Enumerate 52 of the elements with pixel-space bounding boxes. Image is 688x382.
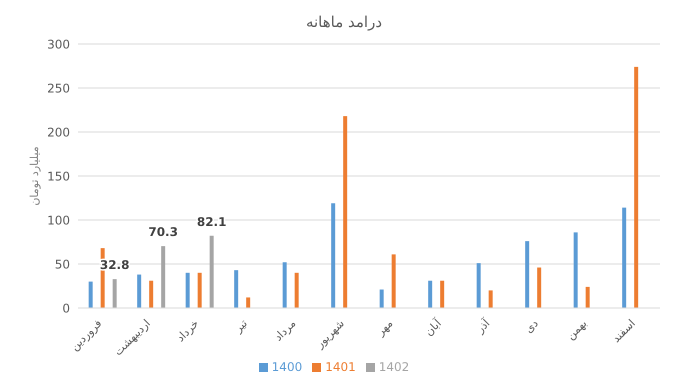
y-tick-label: 250 — [47, 81, 70, 96]
y-tick-label: 300 — [47, 37, 70, 52]
x-tick-label: شهریور — [312, 316, 347, 352]
bar — [198, 272, 202, 308]
bar — [88, 282, 93, 308]
x-tick-label: مهر — [373, 316, 396, 339]
bar — [246, 297, 250, 308]
bar — [186, 272, 190, 308]
bar — [488, 290, 493, 308]
y-tick-label: 150 — [47, 169, 70, 184]
bar — [574, 232, 578, 308]
bar — [622, 208, 626, 308]
bar — [343, 116, 348, 308]
bar — [234, 270, 238, 308]
bar — [149, 280, 154, 308]
chart-title: درامد ماهانه — [304, 12, 384, 33]
bar — [112, 279, 117, 308]
x-tick-label: مرداد — [272, 316, 298, 344]
legend-label: 1402 — [378, 360, 410, 374]
x-tick-label: آذر — [472, 316, 494, 336]
legend-label: 1401 — [325, 360, 356, 374]
y-tick-label: 50 — [54, 257, 70, 272]
bar — [161, 246, 166, 308]
x-tick-label: دی — [522, 316, 541, 336]
x-tick-label: فروردین — [68, 316, 104, 354]
y-tick-label: 100 — [47, 213, 70, 228]
x-tick-label: آبان — [422, 316, 445, 339]
bar — [282, 262, 287, 308]
bar — [476, 263, 481, 308]
bar — [210, 236, 214, 308]
y-tick-label: 200 — [47, 125, 70, 140]
bar — [634, 66, 638, 308]
y-tick-label: 0 — [62, 301, 70, 316]
bar — [294, 272, 299, 308]
x-tick-label: تیر — [231, 316, 250, 336]
bar — [392, 254, 396, 308]
bar — [380, 290, 384, 308]
data-label: 82.1 — [196, 214, 226, 229]
bar — [537, 268, 542, 308]
bar — [440, 280, 444, 308]
data-label: 70.3 — [148, 225, 178, 240]
bar — [525, 241, 530, 308]
y-axis-title: میلیارد تومان — [28, 146, 41, 206]
x-tick-label: اردیبهشت — [112, 316, 153, 358]
legend-label: 1400 — [272, 360, 302, 374]
x-tick-label: خرداد — [174, 316, 202, 344]
x-tick-label: بهمن — [564, 316, 590, 342]
bar — [428, 280, 432, 308]
bar — [331, 203, 336, 308]
bar — [586, 286, 590, 308]
bar — [137, 274, 142, 308]
x-tick-label: اسفند — [610, 316, 638, 346]
